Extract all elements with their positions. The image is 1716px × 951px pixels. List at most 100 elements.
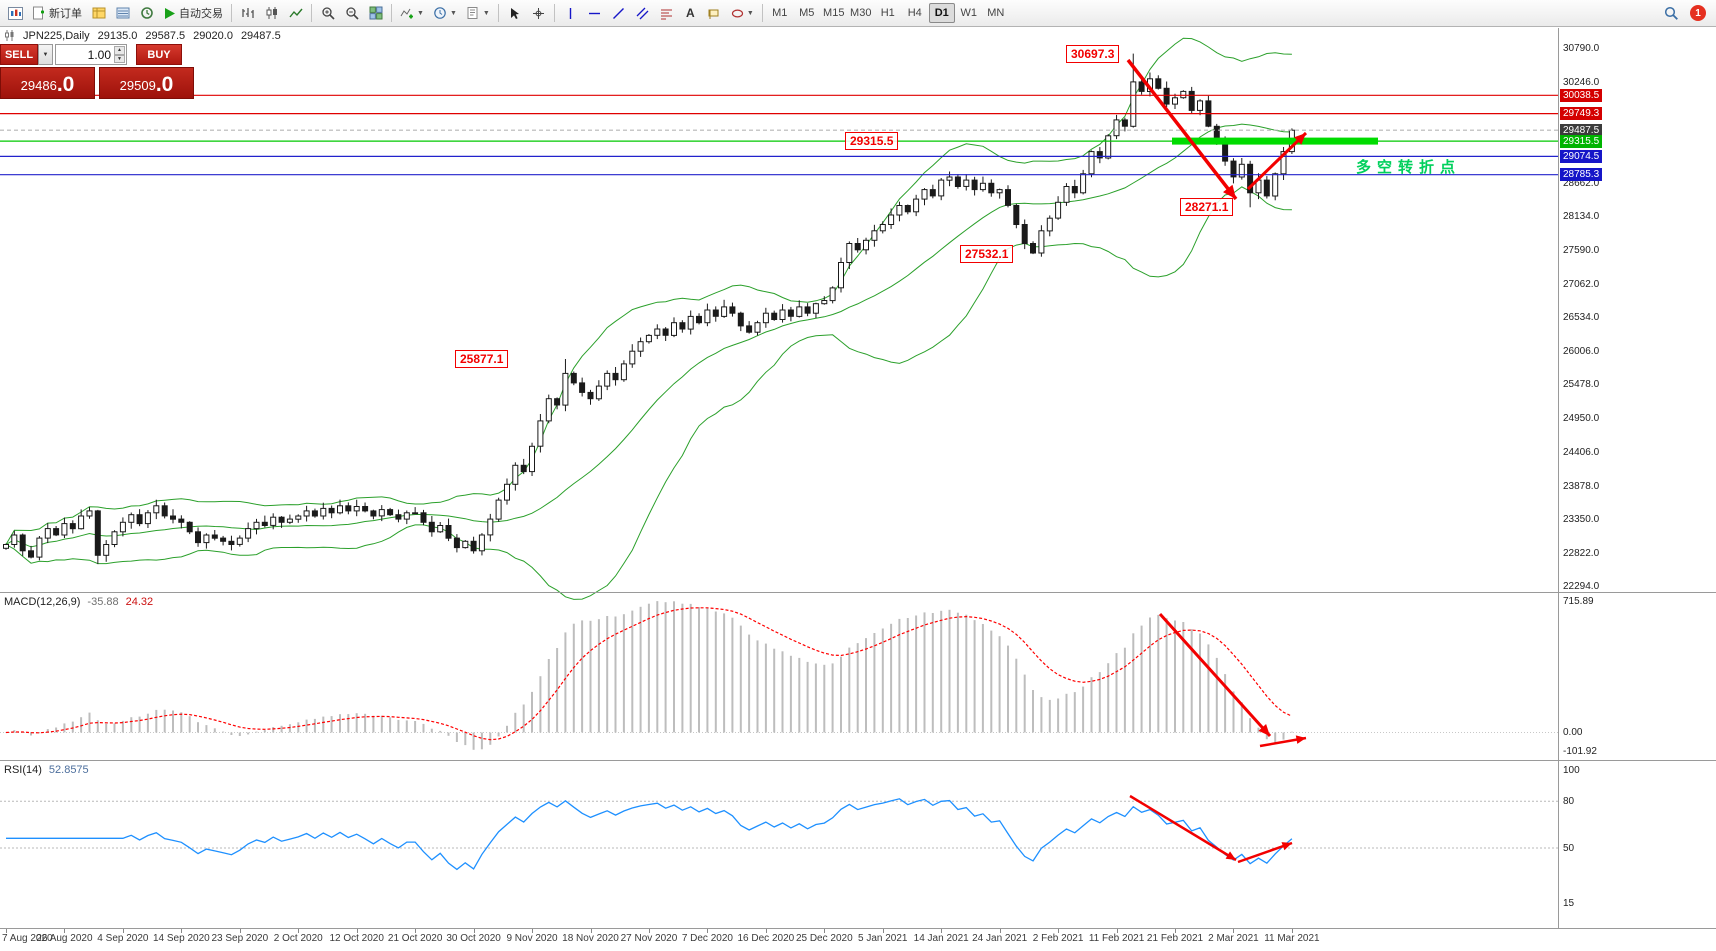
time-axis-label: 27 Nov 2020	[620, 933, 678, 944]
timeframe-M5[interactable]: M5	[794, 3, 820, 23]
autotrading-label: 自动交易	[179, 8, 223, 20]
price-flag-28271.1[interactable]: 28271.1	[1180, 198, 1234, 217]
red-arrow-macd[interactable]	[1158, 612, 1272, 738]
sell-button[interactable]: SELL	[0, 44, 38, 65]
volume-spin-up[interactable]: ▲	[114, 46, 125, 55]
volume-input[interactable]	[56, 45, 126, 64]
macd-header: MACD(12,26,9) -35.88 24.32	[4, 596, 153, 608]
rsi-axis-label: 100	[1563, 765, 1580, 776]
price-flag-30697.3[interactable]: 30697.3	[1066, 44, 1120, 63]
zoom-out-button[interactable]	[340, 2, 363, 24]
red-arrow-rsi[interactable]	[1129, 794, 1237, 862]
chart-ohlc-header: JPN225,Daily 29135.0 29587.5 29020.0 294…	[4, 29, 281, 42]
price-flag-27532.1[interactable]: 27532.1	[960, 245, 1014, 264]
fibonacci-button[interactable]	[655, 2, 678, 24]
vertical-line-button[interactable]	[559, 2, 582, 24]
crosshair-button[interactable]	[527, 2, 550, 24]
price-axis-label: 27590.0	[1563, 245, 1600, 257]
time-axis-tick	[64, 929, 66, 933]
indicators-icon	[400, 8, 413, 19]
rsi-axis-label: 80	[1563, 796, 1575, 808]
timeframe-switcher: M1 M5 M15 M30 H1 H4 D1 W1 MN	[767, 3, 1009, 23]
price-axis-label: 28662.0	[1563, 177, 1600, 189]
annotation-arrows[interactable]	[1126, 58, 1308, 864]
trendline-button[interactable]	[607, 2, 630, 24]
bb-middle	[5, 123, 1292, 548]
time-axis-tick	[882, 929, 884, 933]
strategy-tester-button[interactable]	[135, 2, 158, 24]
notification-badge[interactable]: 1	[1690, 5, 1706, 21]
market-watch-button[interactable]	[87, 2, 110, 24]
level-lines[interactable]	[0, 94, 1558, 176]
one-click-trading-panel: SELL ▼ ▲ ▼ BUY 29486.0 29509.0	[0, 44, 194, 99]
price-badge-29074.5: 29074.5	[1560, 149, 1603, 163]
green-support-zone[interactable]	[1172, 137, 1378, 145]
time-axis-label: 26 Aug 2020	[36, 933, 93, 944]
volume-spin-down[interactable]: ▼	[114, 54, 125, 63]
buy-button[interactable]: BUY	[136, 44, 182, 65]
new-order-icon	[33, 6, 44, 20]
search-button[interactable]	[1660, 2, 1683, 24]
volume-field: ▲ ▼	[55, 44, 127, 65]
indicators-button[interactable]: ▼	[396, 2, 428, 24]
time-axis-label: 30 Oct 2020	[446, 933, 501, 944]
separator	[553, 4, 555, 22]
candlestick-chart-button[interactable]	[260, 2, 283, 24]
line-chart-button[interactable]	[284, 2, 307, 24]
label-button[interactable]	[703, 2, 726, 24]
shapes-icon	[731, 8, 743, 18]
templates-button[interactable]: ▼	[462, 2, 494, 24]
timeframe-H1[interactable]: H1	[875, 3, 901, 23]
time-axis-tick	[415, 929, 417, 933]
sell-price-display[interactable]: 29486.0	[0, 67, 95, 99]
timeframe-M30[interactable]: M30	[848, 3, 874, 23]
time-axis-label: 24 Jan 2021	[972, 933, 1028, 944]
macd-signal-line	[5, 607, 1293, 741]
bb-lower	[5, 186, 1292, 600]
zoom-out-icon	[345, 7, 359, 20]
timeframe-D1[interactable]: D1	[928, 3, 955, 23]
time-axis-tick	[648, 929, 650, 933]
timeframe-M15[interactable]: M15	[821, 3, 847, 23]
price-flag-25877.1[interactable]: 25877.1	[455, 350, 509, 368]
shapes-button[interactable]: ▼	[727, 2, 758, 24]
time-axis-tick	[298, 929, 300, 933]
timeframe-H4[interactable]: H4	[902, 3, 928, 23]
trade-options-caret[interactable]: ▼	[38, 44, 53, 65]
label-icon	[708, 9, 719, 19]
timeframe-M1[interactable]: M1	[767, 3, 793, 23]
red-arrow-main[interactable]	[1246, 131, 1308, 191]
clock-icon	[434, 7, 446, 19]
tile-windows-button[interactable]	[364, 2, 387, 24]
chart-window-button[interactable]	[4, 2, 27, 24]
symbol-chart-icon	[5, 30, 14, 41]
macd-panel	[0, 601, 1558, 750]
bar-chart-button[interactable]	[236, 2, 259, 24]
indicators-caret-icon: ▼	[417, 9, 424, 17]
price-flag-29315.5[interactable]: 29315.5	[845, 132, 899, 151]
timeframe-MN[interactable]: MN	[983, 3, 1009, 23]
text-button[interactable]: A	[679, 2, 702, 24]
bb-upper	[5, 37, 1292, 545]
shapes-caret-icon: ▼	[746, 9, 754, 17]
channel-button[interactable]	[631, 2, 654, 24]
new-order-button[interactable]: 新订单	[28, 2, 86, 24]
autotrading-button[interactable]: 自动交易	[159, 2, 227, 24]
zoom-in-button[interactable]	[316, 2, 339, 24]
price-axis-label: 25478.0	[1563, 379, 1600, 391]
red-arrow-main[interactable]	[1126, 58, 1238, 201]
time-axis-tick	[122, 929, 124, 933]
buy-price-display[interactable]: 29509.0	[99, 67, 194, 99]
rsi-header: RSI(14) 52.8575	[4, 764, 89, 776]
horizontal-line-button[interactable]	[583, 2, 606, 24]
new-order-label: 新订单	[49, 8, 82, 20]
data-window-button[interactable]	[111, 2, 134, 24]
cursor-button[interactable]	[503, 2, 526, 24]
periods-button[interactable]: ▼	[429, 2, 461, 24]
time-axis-tick	[707, 929, 709, 933]
strategy-tester-icon	[140, 7, 153, 19]
price-axis-label: 26006.0	[1563, 345, 1600, 357]
macd-axis-label: 0.00	[1563, 727, 1583, 739]
timeframe-W1[interactable]: W1	[956, 3, 982, 23]
